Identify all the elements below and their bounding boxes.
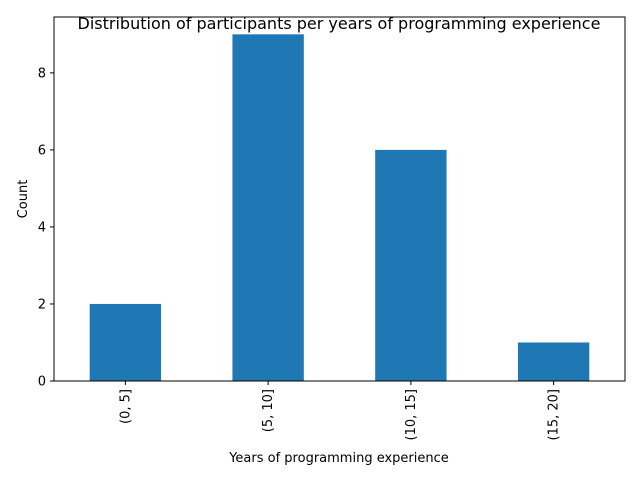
y-tick-label-1: 2: [38, 297, 46, 312]
y-tick-label-3: 6: [38, 143, 46, 158]
x-axis-label: Years of programming experience: [228, 451, 449, 466]
bars-group: [89, 34, 590, 381]
bar-0: [89, 303, 162, 381]
y-tick-label-4: 8: [38, 66, 46, 81]
bar-1: [232, 34, 304, 381]
x-tick-label-3: (15, 20]: [547, 389, 562, 441]
x-tick-label-0: (0, 5]: [118, 389, 133, 424]
x-tick-label-2: (10, 15]: [404, 389, 419, 441]
y-axis-label: Count: [16, 180, 31, 219]
x-axis: (0, 5] (5, 10] (10, 15] (15, 20]: [118, 381, 562, 441]
chart-title: Distribution of participants per years o…: [78, 14, 601, 33]
plot-frame: [53, 16, 626, 382]
bar-3: [517, 342, 590, 381]
y-tick-label-0: 0: [38, 375, 46, 390]
x-tick-label-1: (5, 10]: [261, 389, 276, 432]
y-tick-label-2: 4: [38, 220, 46, 235]
bar-2: [375, 149, 447, 381]
y-axis: 0 2 4 6 8: [38, 66, 54, 390]
